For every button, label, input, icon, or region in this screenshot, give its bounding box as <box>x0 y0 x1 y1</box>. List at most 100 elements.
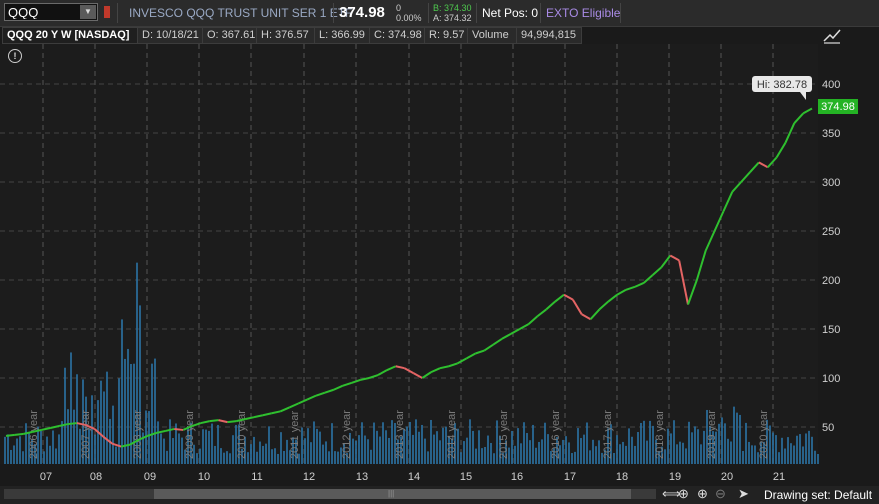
volume-bar <box>673 420 675 464</box>
volume-bar <box>586 422 588 464</box>
volume-bar <box>538 441 540 464</box>
symbol-input[interactable] <box>8 5 78 19</box>
year-label: 2007 year <box>80 410 92 459</box>
volume-bar <box>61 421 63 464</box>
volume-bar <box>25 423 27 464</box>
volume-bar <box>49 445 51 464</box>
price-tick-label: 100 <box>822 373 840 385</box>
volume-bar <box>418 431 420 464</box>
volume-bar <box>568 442 570 464</box>
volume-bar <box>361 422 363 464</box>
volume-bar <box>73 409 75 464</box>
cursor-icon[interactable]: ➤ <box>738 486 749 501</box>
volume-bar <box>784 448 786 464</box>
price-segment <box>191 422 202 427</box>
volume-bar <box>355 440 357 464</box>
volume-bar <box>67 409 69 464</box>
price-segment <box>253 414 264 419</box>
price-segment <box>695 250 707 281</box>
volume-bar <box>709 426 711 464</box>
crosshair-icon[interactable]: ⊕ <box>678 486 689 501</box>
scrollbar-thumb[interactable]: ||| <box>154 489 631 499</box>
volume-bar <box>136 262 138 464</box>
alert-icon[interactable]: ! <box>8 49 22 63</box>
volume-bar <box>310 442 312 464</box>
price-segment <box>120 443 131 448</box>
price-segment <box>111 442 122 448</box>
divider <box>620 3 621 23</box>
price-segment <box>23 430 33 435</box>
price-badges: Hi: 382.78 374.98 <box>752 76 858 114</box>
horizontal-scrollbar[interactable]: ||| <box>4 489 656 499</box>
price-segment <box>430 367 441 374</box>
volume-bar <box>130 364 132 464</box>
volume-bar <box>637 432 639 464</box>
volume-bar <box>487 435 489 464</box>
price-segment <box>731 181 742 193</box>
chevron-down-icon[interactable]: ▼ <box>80 5 96 19</box>
volume-bar <box>745 422 747 464</box>
volume-bar <box>85 396 87 464</box>
year-label: 2020 year <box>758 410 770 459</box>
volume-bar <box>574 451 576 464</box>
price-segment <box>333 384 343 391</box>
drawing-set-label[interactable]: Drawing set: Default <box>764 488 873 502</box>
volume-bar <box>595 446 597 464</box>
volume-bar <box>121 319 123 464</box>
volume-bar <box>520 443 522 464</box>
chart-title: QQQ 20 Y W [NASDAQ] <box>2 27 138 44</box>
price-segment <box>466 352 476 360</box>
volume-bar <box>148 411 150 464</box>
volume-bar <box>526 433 528 464</box>
volume-bar <box>607 428 609 464</box>
volume-bars <box>4 262 819 464</box>
price-chart[interactable]: 2006 year 2007 year 2008 year 2009 year 2010… <box>0 44 879 484</box>
year-label: 2016 year <box>550 410 562 459</box>
volume-bar <box>625 445 627 464</box>
volume-bar <box>619 444 621 464</box>
volume-bar <box>298 453 300 464</box>
price-segment <box>669 254 680 262</box>
price-segment <box>775 142 787 159</box>
volume-bar <box>166 450 168 464</box>
volume-bar <box>565 436 567 464</box>
volume-bar <box>70 352 72 464</box>
volume-bar <box>358 435 360 464</box>
year-label: 2010 year <box>236 410 248 459</box>
volume-bar <box>412 434 414 464</box>
volume-bar <box>448 436 450 464</box>
volume-bar <box>790 443 792 464</box>
price-segment <box>643 274 654 284</box>
symbol-selector[interactable]: ▼ <box>4 3 98 21</box>
volume-bar <box>184 449 186 464</box>
volume-bar <box>52 430 54 464</box>
time-axis: 07 08 09 10 11 12 13 14 15 16 17 18 19 20 21 <box>40 471 785 483</box>
drawing-tools-icon[interactable] <box>822 27 842 45</box>
expand-horizontal-icon[interactable]: ⟺ <box>662 486 681 501</box>
price-segment <box>625 285 636 291</box>
volume-bar <box>193 444 195 464</box>
volume-bar <box>304 438 306 464</box>
volume-bar <box>337 451 339 464</box>
zoom-in-icon[interactable]: ⊕ <box>697 486 708 501</box>
volume-bar <box>415 419 417 464</box>
volume-bar <box>64 367 66 464</box>
info-close: C: 374.98 <box>369 27 425 44</box>
volume-bar <box>706 409 708 464</box>
price-segment <box>102 436 113 445</box>
price-segment <box>93 428 105 438</box>
volume-bar <box>397 439 399 464</box>
divider <box>540 3 541 23</box>
volume-bar <box>307 428 309 464</box>
zoom-out-icon[interactable]: ⊖ <box>715 486 726 501</box>
exto-eligible-label: EXTO Eligible <box>546 6 621 20</box>
volume-bar <box>268 426 270 464</box>
hi-label: Hi: 382.78 <box>757 79 807 91</box>
time-tick-label: 10 <box>198 471 210 483</box>
price-segment <box>271 410 281 415</box>
price-segment <box>324 388 335 394</box>
flag-icon[interactable] <box>104 6 110 18</box>
volume-bar <box>550 451 552 464</box>
volume-bar <box>301 427 303 464</box>
volume-bar <box>400 436 402 464</box>
